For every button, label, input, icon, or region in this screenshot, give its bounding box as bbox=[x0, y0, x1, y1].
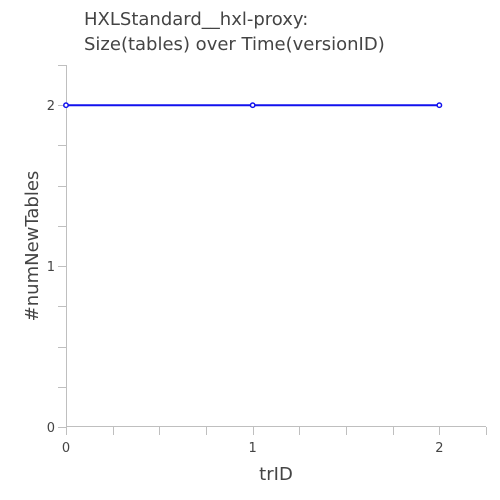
series-layer bbox=[63, 102, 443, 109]
x-tick-label: 0 bbox=[62, 441, 70, 456]
data-point bbox=[436, 102, 443, 109]
y-tick-label: 0 bbox=[47, 421, 55, 436]
y-axis-label: #numNewTables bbox=[22, 171, 43, 322]
data-point bbox=[63, 102, 69, 109]
axes-layer bbox=[66, 65, 486, 427]
ticks-layer: 0 1 2 0 1 2 bbox=[47, 65, 487, 456]
y-tick-label: 2 bbox=[47, 99, 55, 114]
chart-title-line-2: Size(tables) over Time(versionID) bbox=[84, 34, 385, 55]
chart-title-line-1: HXLStandard__hxl-proxy: bbox=[84, 9, 308, 30]
x-tick-label: 2 bbox=[435, 441, 443, 456]
y-tick-label: 1 bbox=[47, 260, 55, 275]
data-point bbox=[249, 102, 256, 109]
x-axis-label: trID bbox=[259, 464, 293, 485]
x-tick-label: 1 bbox=[249, 441, 257, 456]
